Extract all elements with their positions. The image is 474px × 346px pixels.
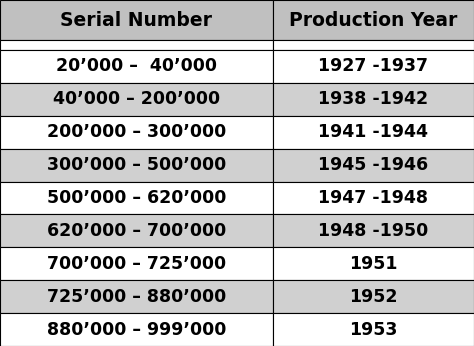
Text: 300’000 – 500’000: 300’000 – 500’000: [46, 156, 226, 174]
Bar: [0, 149, 273, 182]
Bar: [0, 0, 273, 40]
Bar: [0, 40, 273, 50]
Bar: [273, 0, 474, 40]
Text: 40’000 – 200’000: 40’000 – 200’000: [53, 90, 220, 108]
Text: 1947 -1948: 1947 -1948: [318, 189, 428, 207]
Bar: [0, 215, 273, 247]
Text: 1951: 1951: [349, 255, 398, 273]
Text: 200’000 – 300’000: 200’000 – 300’000: [46, 123, 226, 141]
Text: 880’000 – 999’000: 880’000 – 999’000: [46, 320, 226, 338]
Bar: [0, 280, 273, 313]
Bar: [273, 149, 474, 182]
Bar: [273, 40, 474, 50]
Bar: [273, 182, 474, 215]
Text: 700’000 – 725’000: 700’000 – 725’000: [47, 255, 226, 273]
Bar: [273, 83, 474, 116]
Text: Production Year: Production Year: [289, 10, 457, 29]
Bar: [0, 50, 273, 83]
Text: 620’000 – 700’000: 620’000 – 700’000: [46, 222, 226, 240]
Text: 1945 -1946: 1945 -1946: [318, 156, 428, 174]
Text: 725’000 – 880’000: 725’000 – 880’000: [46, 288, 226, 306]
Bar: [273, 313, 474, 346]
Bar: [273, 116, 474, 149]
Text: 1953: 1953: [349, 320, 398, 338]
Bar: [273, 280, 474, 313]
Text: 1938 -1942: 1938 -1942: [318, 90, 428, 108]
Text: 1941 -1944: 1941 -1944: [318, 123, 428, 141]
Text: 20’000 –  40’000: 20’000 – 40’000: [56, 57, 217, 75]
Text: 500’000 – 620’000: 500’000 – 620’000: [46, 189, 226, 207]
Bar: [273, 50, 474, 83]
Bar: [0, 116, 273, 149]
Bar: [0, 83, 273, 116]
Text: Serial Number: Serial Number: [60, 10, 212, 29]
Text: 1952: 1952: [349, 288, 398, 306]
Text: 1948 -1950: 1948 -1950: [318, 222, 428, 240]
Text: 1927 -1937: 1927 -1937: [318, 57, 428, 75]
Bar: [0, 247, 273, 280]
Bar: [0, 182, 273, 215]
Bar: [0, 313, 273, 346]
Bar: [273, 247, 474, 280]
Bar: [273, 215, 474, 247]
